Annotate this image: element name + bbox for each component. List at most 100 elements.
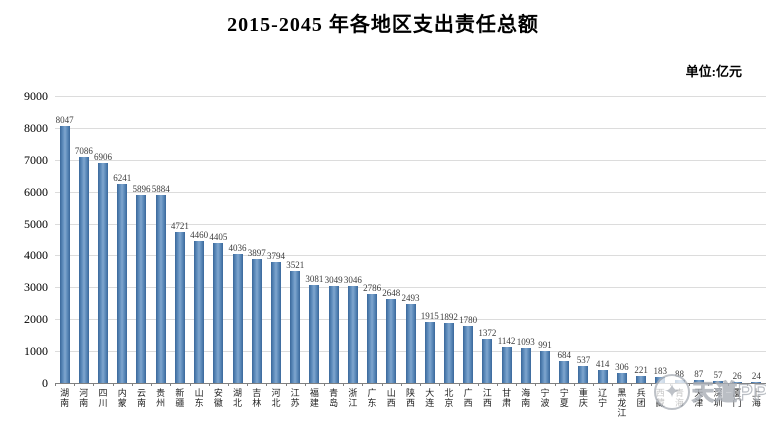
bar-value-label: 306 [615,362,629,373]
bar [251,258,262,383]
x-axis-tick [708,383,710,386]
x-axis-tick [689,383,691,386]
category-label: 宁夏 [559,388,569,408]
gridline [55,127,766,129]
bar-value-label: 4036 [228,243,247,254]
category-label: 山东 [194,388,204,408]
x-axis-tick [74,383,76,386]
category-label: 青岛 [329,388,339,408]
x-axis-tick [746,383,748,386]
category-label: 大连 [425,388,435,408]
category-label: 北京 [444,388,454,408]
category-label: 厦门 [732,388,742,408]
bar-value-label: 5896 [132,183,151,194]
bar-value-label: 7086 [74,146,93,157]
category-label: 甘肃 [502,388,512,408]
category-label: 安徽 [213,388,223,408]
bar-value-label: 1093 [516,337,535,348]
bar-value-label: 2648 [382,287,401,298]
x-axis-tick [285,383,287,386]
bar [155,195,166,383]
unit-label: 单位:亿元 [685,64,742,79]
bar [174,232,185,383]
category-label: 湖北 [233,388,243,408]
bar-value-label: 26 [732,371,742,382]
category-label: 辽宁 [598,388,608,408]
gridline [55,255,766,257]
x-axis-tick [535,383,537,386]
bar [482,339,493,383]
x-axis-tick [362,383,364,386]
category-label: 山西 [386,388,396,408]
x-axis-tick [304,383,306,386]
category-label: 上海 [751,388,761,408]
bar [732,382,743,383]
bar [98,162,109,383]
bar-value-label: 2493 [401,292,420,303]
watermark-logo-icon: ✦ [654,374,690,410]
y-axis-tick-label: 1000 [24,344,48,359]
bar-value-label: 6241 [113,172,132,183]
x-axis-tick [554,383,556,386]
y-axis-tick-label: 5000 [24,216,48,231]
category-label: 黑龙江 [617,388,627,418]
bar [78,157,89,383]
bar-value-label: 8047 [55,115,74,126]
bar [347,285,358,383]
x-axis-tick [324,383,326,386]
category-label: 河北 [271,388,281,408]
category-label: 云南 [136,388,146,408]
x-axis-tick [612,383,614,386]
bar-value-label: 2786 [363,283,382,294]
x-axis-tick [208,383,210,386]
x-axis-tick [477,383,479,386]
plot-area: 0 1000 2000 3000 4000 5000 6000 7000 8000 9000 804… [24,90,766,418]
bar [559,361,570,383]
category-label: 福建 [309,388,319,408]
bar-value-label: 4460 [190,229,209,240]
y-axis-tick-label: 9000 [24,89,48,103]
bar-value-label: 1142 [497,335,516,346]
bar [520,348,531,383]
y-axis-tick-label: 7000 [24,152,48,167]
watermark-text: 天道PPP [691,379,766,405]
category-label: 湖南 [60,388,70,408]
bar-value-label: 4405 [209,231,228,242]
x-axis-line [55,383,766,384]
bar-value-label: 6906 [94,151,113,162]
chart-title: 2015-2045 年各地区支出责任总额 [227,14,539,36]
bar [405,303,416,383]
category-label: 贵州 [156,388,166,408]
category-label: 四川 [98,388,108,408]
bar [367,294,378,383]
x-axis-tick [343,383,345,386]
category-label: 深圳 [713,388,723,408]
bar-value-label: 991 [538,340,552,351]
x-axis-tick [573,383,575,386]
bar [136,194,147,383]
bar-value-label: 221 [634,364,648,375]
bar [712,381,723,383]
bar-value-label: 24 [751,371,761,382]
bar [59,126,70,383]
category-label: 吉林 [252,388,262,408]
bar [424,321,435,383]
bar-value-label: 684 [557,350,571,361]
category-label: 天津 [694,388,704,408]
x-axis-tick [727,383,729,386]
x-axis-tick [170,383,172,386]
gridline [55,96,766,97]
x-axis-tick [650,383,652,386]
bar [578,365,589,383]
category-label: 广西 [463,388,473,408]
category-label: 河南 [79,388,89,408]
x-axis-tick [381,383,383,386]
x-axis-tick [227,383,229,386]
bar-value-label: 5884 [151,184,170,195]
bar [636,375,647,383]
y-axis-tick-label: 0 [42,376,48,390]
bar [328,285,339,383]
x-axis-tick [400,383,402,386]
bar [213,242,224,383]
watermark: ✦ 天道PPP [652,372,766,416]
